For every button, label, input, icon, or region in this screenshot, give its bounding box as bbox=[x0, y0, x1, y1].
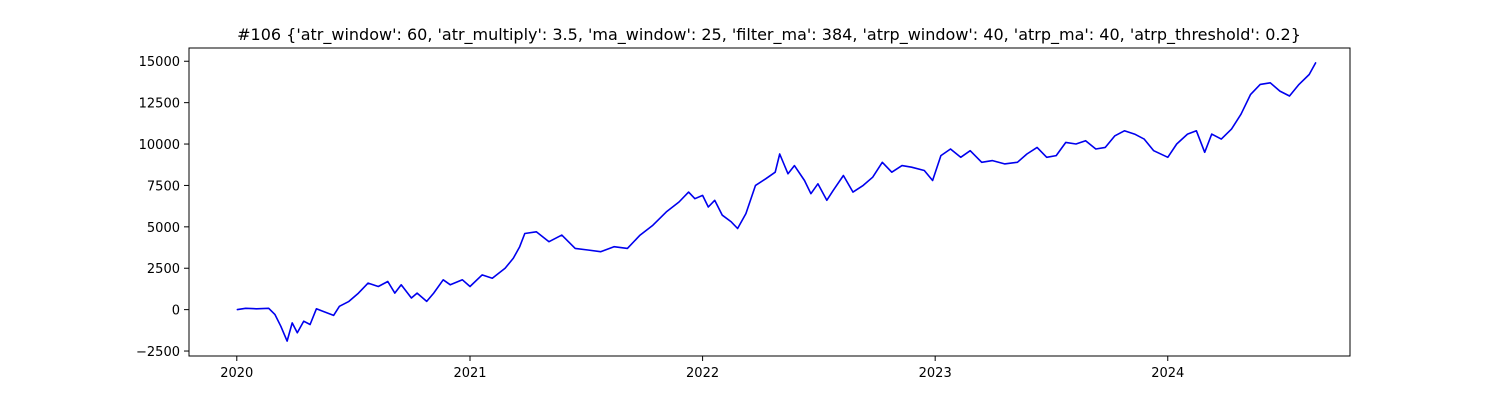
y-tick-label: 7500 bbox=[147, 179, 180, 194]
y-axis: −2500 0 2500 5000 7500 10000 12500 15000 bbox=[136, 55, 189, 360]
x-tick-label: 2022 bbox=[686, 366, 719, 381]
series-layer bbox=[236, 62, 1317, 342]
x-tick-label: 2024 bbox=[1151, 366, 1184, 381]
x-axis: 2020 2021 2022 2023 2024 bbox=[220, 356, 1184, 381]
y-tick-label: −2500 bbox=[136, 345, 180, 360]
y-tick-label: 5000 bbox=[147, 221, 180, 236]
x-tick-label: 2021 bbox=[453, 366, 486, 381]
x-tick-label: 2023 bbox=[919, 366, 952, 381]
plot-area-frame bbox=[188, 47, 1351, 357]
chart-title: #106 {'atr_window': 60, 'atr_multiply': … bbox=[237, 25, 1301, 45]
x-tick-label: 2020 bbox=[220, 366, 253, 381]
y-tick-label: 10000 bbox=[139, 138, 180, 153]
equity-curve-line bbox=[236, 62, 1317, 342]
y-tick-label: 2500 bbox=[147, 262, 180, 277]
y-tick-label: 0 bbox=[172, 304, 180, 319]
y-tick-label: 12500 bbox=[139, 97, 180, 112]
y-tick-label: 15000 bbox=[139, 55, 180, 70]
